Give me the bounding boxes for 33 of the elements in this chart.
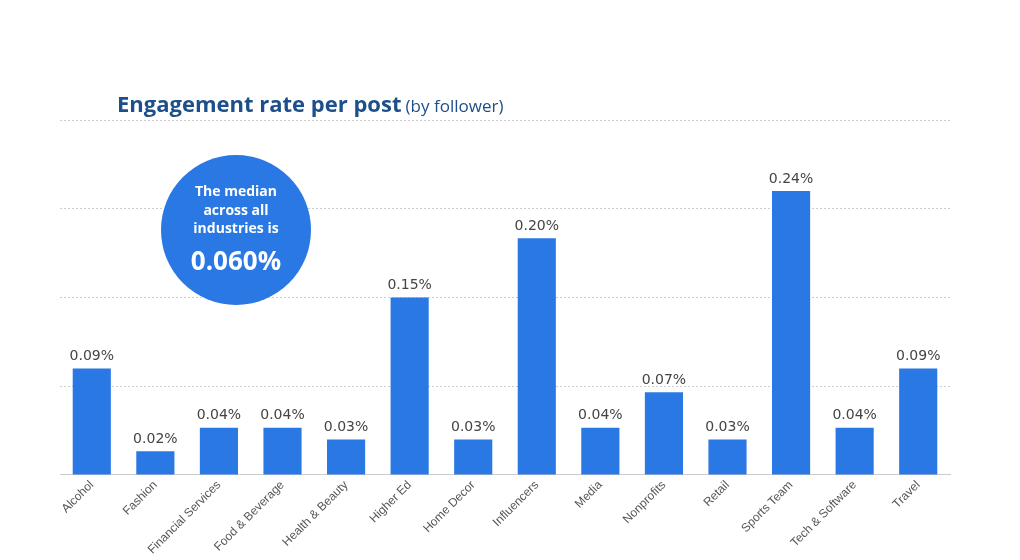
data-label: 0.04% (260, 406, 305, 423)
data-label: 0.09% (69, 347, 115, 364)
data-label: 0.04% (832, 406, 877, 423)
annotation: 0.060% (190, 242, 282, 279)
data-label: 0.24% (768, 169, 814, 186)
data-label: 0.04% (196, 406, 242, 423)
bar (899, 368, 938, 475)
chart-title: Engagement rate per post (117, 88, 402, 118)
data-label: 0.15% (387, 276, 432, 293)
bar (644, 392, 683, 475)
bar (136, 451, 175, 475)
bar (708, 439, 747, 475)
data-label: 0.03% (323, 418, 369, 435)
data-label: 0.04% (578, 406, 623, 423)
bar (581, 427, 620, 475)
bar (263, 427, 302, 475)
bar (199, 427, 238, 475)
annotation: The median across all industries is (192, 180, 280, 239)
data-label: 0.20% (514, 216, 560, 233)
bar (454, 439, 493, 475)
bar (517, 238, 556, 475)
data-label: 0.07% (641, 370, 687, 387)
chart-subtitle: (by follower) (405, 94, 504, 117)
data-label: 0.03% (705, 418, 750, 435)
data-label: 0.09% (895, 347, 941, 364)
bar (390, 297, 429, 475)
data-label: 0.02% (133, 429, 178, 446)
bar (772, 190, 811, 475)
circle-shape: The median across all industries is 0.060% (161, 155, 311, 305)
bar (72, 368, 111, 475)
bar (327, 439, 366, 475)
data-label: 0.03% (450, 418, 496, 435)
bar (835, 427, 874, 475)
